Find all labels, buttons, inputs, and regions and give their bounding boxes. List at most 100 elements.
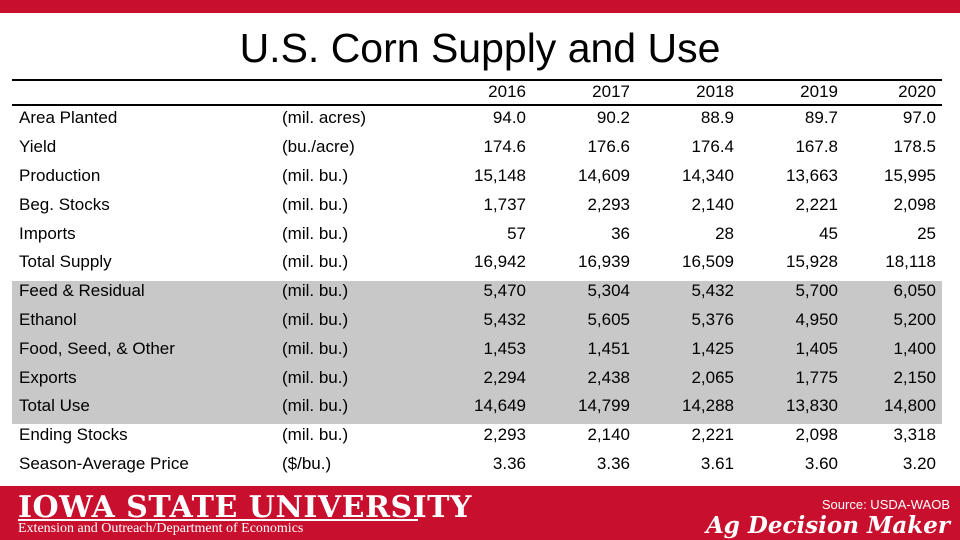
logo-underline	[18, 519, 418, 521]
row-value: 2,065	[691, 367, 734, 387]
row-value: 2,294	[483, 367, 526, 387]
row-value: 176.4	[691, 137, 734, 157]
row-value: 3,318	[893, 425, 936, 445]
row-value: 13,830	[786, 396, 838, 416]
row-label: Total Supply	[19, 252, 112, 272]
row-value: 1,400	[893, 338, 936, 358]
header-blank-label	[12, 80, 282, 104]
year-header-row: 2016 2017 2018 2019 2020	[12, 80, 942, 104]
row-label: Ethanol	[19, 309, 77, 329]
row-value: 3.36	[492, 453, 526, 473]
row-value: 14,609	[578, 165, 630, 185]
table-row: Ending Stocks (mil. bu.) 2,293 2,140 2,221 2,…	[12, 421, 942, 450]
row-unit: (mil. bu.)	[282, 396, 349, 416]
row-unit: (bu./acre)	[282, 137, 355, 157]
department-text: Extension and Outreach/Department of Eco…	[18, 521, 304, 536]
row-value: 2,150	[893, 367, 936, 387]
table-row: Total Use (mil. bu.) 14,649 14,799 14,288 13,…	[12, 392, 942, 421]
table-row: Beg. Stocks (mil. bu.) 1,737 2,293 2,140 2,22…	[12, 190, 942, 219]
row-value: 18,118	[885, 252, 936, 272]
row-unit: (mil. bu.)	[282, 252, 349, 272]
row-unit: (mil. bu.)	[282, 425, 349, 445]
year-header: 2020	[898, 82, 936, 101]
row-value: 15,928	[786, 252, 838, 272]
row-value: 2,221	[691, 425, 734, 445]
row-value: 5,605	[587, 309, 630, 329]
row-value: 5,200	[893, 309, 936, 329]
row-label: Season-Average Price	[19, 453, 189, 473]
header-bottom-rule	[12, 104, 942, 106]
table-row: Yield (bu./acre) 174.6 176.6 176.4 167.8 178.5	[12, 133, 942, 162]
row-value: 3.60	[804, 453, 838, 473]
table-row: Food, Seed, & Other (mil. bu.) 1,453 1,451 1…	[12, 334, 942, 363]
row-value: 1,453	[483, 338, 526, 358]
row-value: 178.5	[893, 137, 936, 157]
footer-band	[0, 486, 960, 540]
header-blank-unit	[282, 80, 422, 104]
row-value: 1,775	[795, 367, 838, 387]
table-row: Exports (mil. bu.) 2,294 2,438 2,065 1,775 2,1…	[12, 363, 942, 392]
table-row: Area Planted (mil. acres) 94.0 90.2 88.9 89.7…	[12, 104, 942, 133]
row-unit: (mil. bu.)	[282, 309, 349, 329]
row-unit: ($/bu.)	[282, 453, 332, 473]
year-header: 2016	[488, 82, 526, 101]
row-label: Beg. Stocks	[19, 194, 110, 214]
row-value: 16,942	[474, 252, 526, 272]
row-value: 13,663	[786, 165, 838, 185]
row-value: 174.6	[483, 137, 526, 157]
row-value: 90.2	[596, 108, 630, 128]
row-value: 15,148	[474, 165, 526, 185]
row-value: 25	[917, 223, 936, 243]
table-row: Ethanol (mil. bu.) 5,432 5,605 5,376 4,950 5,2…	[12, 306, 942, 335]
row-value: 14,340	[682, 165, 734, 185]
top-accent-bar	[0, 0, 960, 13]
row-value: 14,799	[578, 396, 630, 416]
row-unit: (mil. bu.)	[282, 194, 349, 214]
row-label: Total Use	[19, 396, 90, 416]
row-value: 2,221	[795, 194, 838, 214]
row-unit: (mil. bu.)	[282, 338, 349, 358]
row-value: 5,432	[691, 281, 734, 301]
row-label: Exports	[19, 367, 77, 387]
row-value: 94.0	[492, 108, 526, 128]
year-header: 2019	[800, 82, 838, 101]
row-value: 1,405	[795, 338, 838, 358]
table-row: Imports (mil. bu.) 57 36 28 45 25	[12, 219, 942, 248]
row-value: 176.6	[587, 137, 630, 157]
row-value: 14,649	[474, 396, 526, 416]
row-value: 2,140	[587, 425, 630, 445]
row-label: Food, Seed, & Other	[19, 338, 175, 358]
row-label: Area Planted	[19, 108, 118, 128]
row-value: 1,425	[691, 338, 734, 358]
row-value: 5,432	[483, 309, 526, 329]
row-value: 5,304	[587, 281, 630, 301]
row-unit: (mil. bu.)	[282, 367, 349, 387]
row-value: 14,800	[884, 396, 936, 416]
table-row: Total Supply (mil. bu.) 16,942 16,939 16,509…	[12, 248, 942, 277]
table-row: Feed & Residual (mil. bu.) 5,470 5,304 5,432…	[12, 277, 942, 306]
row-value: 16,509	[682, 252, 734, 272]
row-value: 5,470	[483, 281, 526, 301]
row-unit: (mil. acres)	[282, 108, 367, 128]
row-value: 97.0	[902, 108, 936, 128]
year-header: 2017	[592, 82, 630, 101]
row-label: Feed & Residual	[19, 281, 145, 301]
row-value: 3.36	[596, 453, 630, 473]
page-title: U.S. Corn Supply and Use	[239, 25, 721, 71]
row-value: 4,950	[795, 309, 838, 329]
row-value: 2,098	[893, 194, 936, 214]
row-value: 2,438	[587, 367, 630, 387]
row-value: 57	[507, 223, 526, 243]
row-value: 167.8	[795, 137, 838, 157]
row-value: 45	[819, 223, 838, 243]
row-label: Yield	[19, 137, 57, 157]
year-header: 2018	[696, 82, 734, 101]
row-label: Production	[19, 165, 101, 185]
row-value: 2,293	[587, 194, 630, 214]
row-value: 28	[715, 223, 734, 243]
row-value: 1,737	[483, 194, 526, 214]
row-value: 1,451	[587, 338, 630, 358]
row-value: 89.7	[804, 108, 838, 128]
header-top-rule	[12, 79, 942, 81]
row-value: 16,939	[578, 252, 630, 272]
